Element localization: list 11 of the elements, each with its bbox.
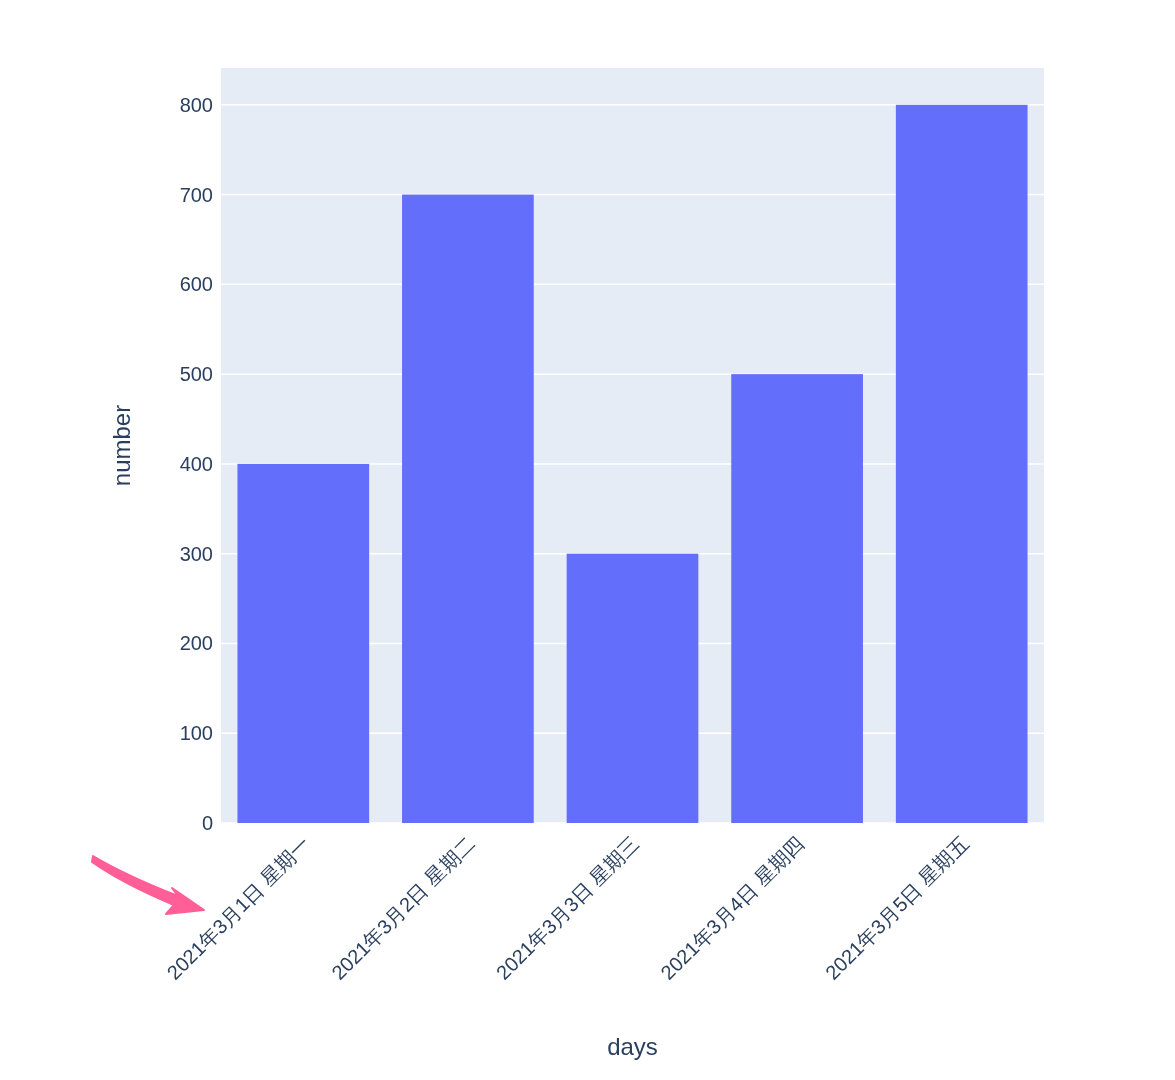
y-tick-label: 700: [179, 183, 213, 206]
y-tick-label: 100: [179, 722, 213, 745]
x-axis-title: days: [607, 1033, 658, 1060]
y-tick-label: 500: [179, 363, 213, 386]
y-tick-label: 800: [179, 93, 213, 116]
y-tick-label: 400: [179, 452, 213, 475]
y-tick-label: 600: [179, 273, 213, 296]
y-tick-label: 300: [179, 542, 213, 565]
y-tick-label: 200: [179, 632, 213, 655]
y-tick-label: 0: [201, 812, 213, 834]
y-axis-title: number: [108, 404, 135, 487]
